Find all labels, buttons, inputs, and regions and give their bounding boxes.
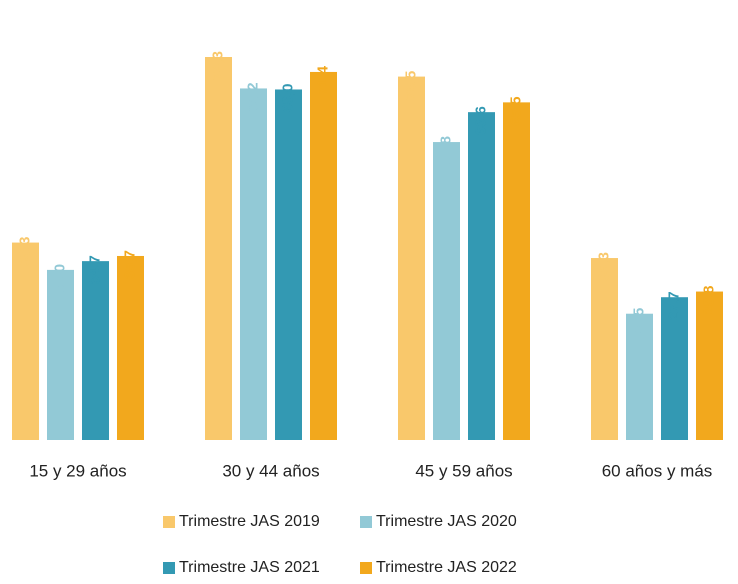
legend-swatch bbox=[360, 516, 372, 528]
bar bbox=[696, 291, 723, 440]
x-tick-label: 30 y 44 años bbox=[222, 461, 319, 480]
data-label: 24,5 bbox=[630, 308, 647, 337]
bar bbox=[205, 57, 232, 440]
bar bbox=[468, 112, 495, 440]
bar bbox=[591, 258, 618, 440]
data-label: 28,8 bbox=[700, 286, 717, 315]
legend-swatch bbox=[163, 562, 175, 574]
bar bbox=[47, 269, 74, 440]
data-label: 34,7 bbox=[86, 255, 103, 284]
bar bbox=[12, 242, 39, 440]
x-tick-label: 45 y 59 años bbox=[415, 461, 512, 480]
data-label: 70,5 bbox=[402, 71, 419, 100]
bar bbox=[82, 261, 109, 440]
data-label: 33,0 bbox=[51, 264, 68, 293]
legend-swatch bbox=[163, 516, 175, 528]
bar bbox=[117, 255, 144, 440]
bar bbox=[398, 76, 425, 440]
legend-label: Trimestre JAS 2021 bbox=[179, 559, 320, 576]
data-label: 35,3 bbox=[595, 252, 612, 281]
data-label: 27,7 bbox=[665, 291, 682, 320]
data-label: 35,7 bbox=[121, 250, 138, 279]
bar bbox=[661, 297, 688, 440]
data-label: 68,2 bbox=[244, 82, 261, 111]
bar bbox=[433, 142, 460, 440]
legend-label: Trimestre JAS 2019 bbox=[179, 513, 320, 530]
data-label: 63,6 bbox=[472, 106, 489, 135]
bar bbox=[240, 88, 267, 440]
legend-label: Trimestre JAS 2020 bbox=[376, 513, 517, 530]
bar bbox=[626, 313, 653, 440]
data-label: 71,4 bbox=[314, 65, 331, 95]
data-label: 38,3 bbox=[16, 237, 33, 266]
data-label: 74,3 bbox=[209, 51, 226, 80]
x-tick-label: 15 y 29 años bbox=[29, 461, 126, 480]
legend-swatch bbox=[360, 562, 372, 574]
data-label: 57,8 bbox=[437, 136, 454, 165]
data-label: 65,5 bbox=[507, 96, 524, 125]
legend-label: Trimestre JAS 2022 bbox=[376, 559, 517, 576]
bar bbox=[310, 71, 337, 440]
bar bbox=[503, 102, 530, 440]
bar bbox=[275, 89, 302, 440]
data-label: 68,0 bbox=[279, 83, 296, 112]
x-tick-label: 60 años y más bbox=[602, 461, 713, 480]
